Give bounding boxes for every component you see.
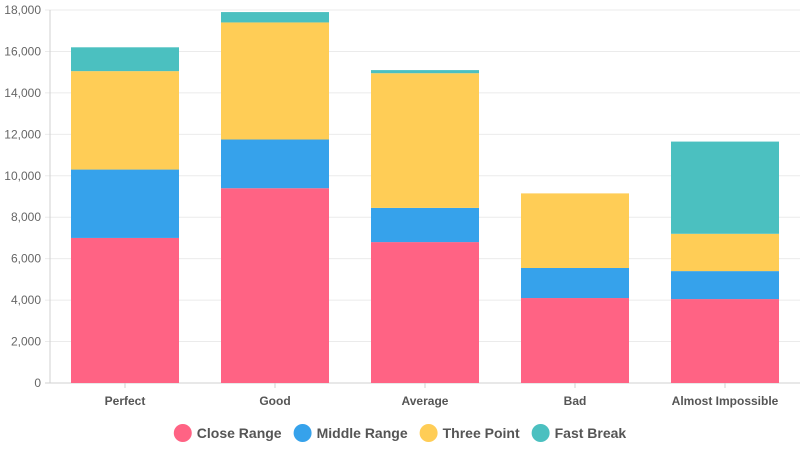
bar-segment[interactable] (521, 193, 629, 268)
bar-segment[interactable] (221, 12, 329, 23)
bar-segment[interactable] (671, 141, 779, 234)
x-tick-label: Perfect (105, 394, 146, 408)
legend-item[interactable]: Middle Range (293, 424, 408, 442)
bar-segment[interactable] (371, 73, 479, 208)
legend-swatch (173, 424, 192, 442)
legend-label: Middle Range (317, 425, 408, 441)
legend-item[interactable]: Fast Break (531, 424, 627, 442)
y-tick-label: 18,000 (4, 3, 41, 17)
bar-segment[interactable] (371, 70, 479, 74)
bar-segment[interactable] (71, 47, 179, 72)
legend-label: Fast Break (555, 425, 627, 441)
bar-segment[interactable] (71, 237, 179, 383)
y-tick-label: 10,000 (4, 169, 41, 183)
legend-label: Three Point (443, 425, 520, 441)
y-tick-label: 8,000 (11, 210, 41, 224)
bar-segment[interactable] (371, 207, 479, 243)
bar-segment[interactable] (221, 22, 329, 140)
bars (71, 12, 779, 383)
y-tick-label: 12,000 (4, 127, 41, 141)
legend-item[interactable]: Close Range (173, 424, 282, 442)
x-tick-label: Almost Impossible (672, 394, 779, 408)
y-tick-label: 4,000 (11, 293, 41, 307)
bar-segment[interactable] (671, 271, 779, 300)
x-tick-label: Average (402, 394, 449, 408)
legend-swatch (419, 424, 438, 442)
bar-segment[interactable] (521, 267, 629, 299)
x-tick-label: Bad (564, 394, 587, 408)
bar-segment[interactable] (671, 233, 779, 272)
legend-swatch (531, 424, 550, 442)
y-tick-label: 0 (34, 376, 41, 390)
bar-segment[interactable] (221, 139, 329, 189)
bar-segment[interactable] (671, 299, 779, 383)
y-tick-label: 2,000 (11, 335, 41, 349)
y-axis: 0 2,000 4,000 6,000 8,000 10,000 12,000 14,000 1… (4, 3, 51, 390)
bar-segment[interactable] (71, 71, 179, 170)
bar-segment[interactable] (71, 169, 179, 238)
x-axis: Perfect Good Average Bad Almost Impossible (105, 383, 779, 408)
y-tick-label: 14,000 (4, 86, 41, 100)
bar-segment[interactable] (521, 298, 629, 383)
legend: Close Range Middle Range Three Point Fast B… (173, 424, 627, 442)
bar-segment[interactable] (221, 188, 329, 383)
bar-segment[interactable] (371, 242, 479, 383)
x-tick-label: Good (259, 394, 290, 408)
legend-label: Close Range (197, 425, 282, 441)
y-tick-label: 16,000 (4, 44, 41, 58)
y-tick-label: 6,000 (11, 252, 41, 266)
legend-item[interactable]: Three Point (419, 424, 520, 442)
legend-swatch (293, 424, 312, 442)
